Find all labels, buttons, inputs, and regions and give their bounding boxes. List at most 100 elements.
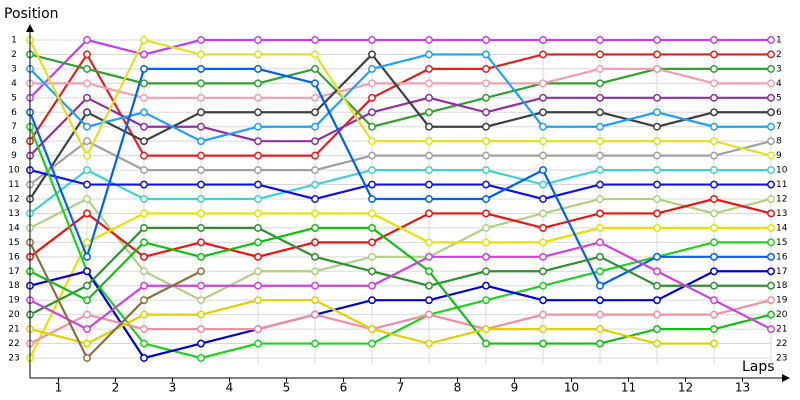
data-point	[140, 252, 148, 261]
data-point	[254, 137, 262, 146]
data-point	[539, 180, 547, 189]
y-tick-label: 21	[8, 325, 19, 335]
data-point	[425, 79, 433, 88]
data-point	[197, 238, 205, 247]
data-point	[83, 137, 91, 146]
data-point	[140, 180, 148, 189]
data-point	[311, 296, 319, 305]
data-point	[710, 151, 718, 160]
data-point	[767, 137, 775, 146]
data-point	[425, 267, 433, 276]
data-point	[140, 223, 148, 232]
data-point	[482, 151, 490, 160]
data-point	[767, 209, 775, 218]
data-point	[710, 108, 718, 117]
data-point	[83, 79, 91, 88]
data-point	[767, 79, 775, 88]
data-point	[539, 238, 547, 247]
y-tick-label-right: 3	[776, 64, 782, 74]
data-point	[653, 281, 661, 290]
data-point	[83, 339, 91, 348]
data-point	[197, 166, 205, 175]
data-point	[539, 339, 547, 348]
data-point	[767, 238, 775, 247]
series-line	[29, 169, 771, 201]
data-point	[710, 36, 718, 44]
data-point	[710, 252, 718, 261]
data-point	[140, 281, 148, 290]
y-tick-label-right: 7	[776, 122, 782, 132]
data-point	[311, 238, 319, 247]
data-point	[539, 209, 547, 218]
data-point	[254, 79, 262, 88]
data-point	[254, 50, 262, 59]
data-point	[653, 137, 661, 146]
data-point	[197, 354, 205, 362]
data-point	[197, 195, 205, 203]
data-point	[425, 151, 433, 160]
data-point	[425, 339, 433, 348]
data-point	[710, 325, 718, 334]
data-point	[539, 252, 547, 261]
data-point	[653, 296, 661, 305]
data-point	[596, 223, 604, 232]
data-point	[539, 50, 547, 59]
data-point	[596, 195, 604, 203]
data-point	[767, 310, 775, 319]
data-point	[311, 79, 319, 88]
data-point	[710, 137, 718, 146]
data-point	[482, 209, 490, 218]
data-point	[140, 267, 148, 276]
x-tick-label: 9	[511, 381, 519, 395]
x-tick-label: 7	[397, 381, 405, 395]
data-point	[596, 325, 604, 334]
y-tick-label: 16	[8, 252, 20, 262]
data-point	[140, 122, 148, 131]
data-point	[140, 209, 148, 218]
data-point	[83, 122, 91, 131]
data-point	[482, 223, 490, 232]
data-point	[539, 166, 547, 175]
data-point	[83, 151, 91, 160]
data-point	[425, 36, 433, 44]
data-point	[767, 166, 775, 175]
data-point	[140, 166, 148, 175]
data-point	[425, 93, 433, 102]
data-point	[311, 137, 319, 146]
data-point	[482, 93, 490, 102]
x-tick-label: 5	[283, 381, 291, 395]
data-point	[140, 108, 148, 117]
y-tick-label: 4	[11, 79, 17, 89]
y-tick-label: 20	[8, 310, 20, 320]
data-point	[140, 151, 148, 160]
data-point	[653, 325, 661, 334]
data-point	[425, 209, 433, 218]
data-point	[539, 195, 547, 203]
series-line	[29, 139, 772, 186]
data-point	[140, 93, 148, 102]
data-point	[767, 50, 775, 59]
data-point	[653, 223, 661, 232]
data-point	[83, 281, 91, 290]
data-point	[482, 339, 490, 348]
data-point	[653, 267, 661, 276]
data-point	[425, 296, 433, 305]
data-point	[140, 354, 148, 362]
data-point	[653, 339, 661, 348]
series-line	[30, 67, 771, 99]
series-line	[29, 212, 771, 359]
data-point	[311, 151, 319, 160]
data-point	[539, 296, 547, 305]
data-point	[197, 180, 205, 189]
data-point	[767, 36, 775, 44]
series-line	[29, 226, 771, 316]
y-tick-label: 13	[8, 209, 19, 219]
y-tick-label: 12	[8, 195, 19, 205]
data-point	[596, 238, 604, 247]
data-point	[197, 122, 205, 131]
data-point	[539, 36, 547, 44]
data-point	[83, 310, 91, 319]
data-point	[482, 195, 490, 203]
data-point	[368, 252, 376, 261]
y-tick-label-right: 5	[776, 93, 782, 103]
